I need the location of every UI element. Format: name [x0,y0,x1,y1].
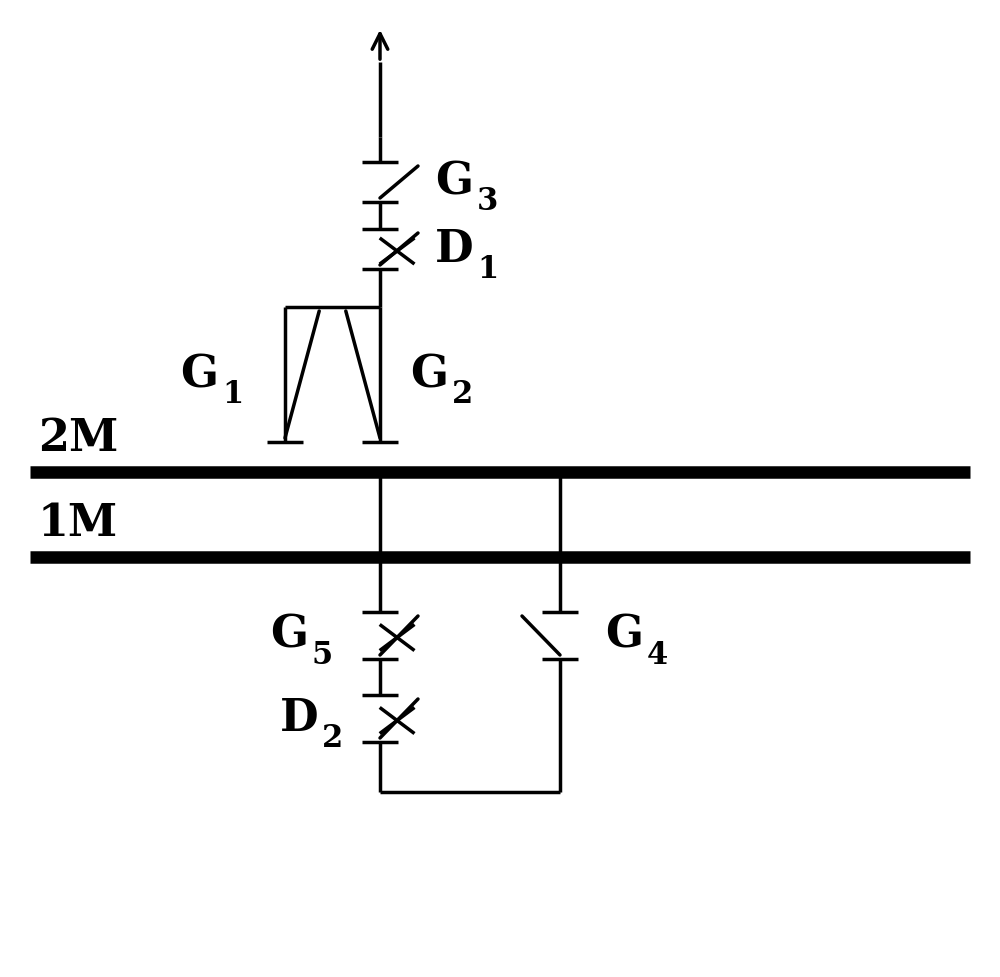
Text: 1: 1 [222,379,243,410]
Text: G: G [270,614,308,657]
Text: G: G [180,353,218,396]
Text: G: G [435,160,473,203]
Text: 2M: 2M [38,417,118,460]
Text: G: G [410,353,448,396]
Text: 2: 2 [452,379,473,410]
Text: 1: 1 [477,253,498,284]
Text: 4: 4 [647,640,668,671]
Text: 3: 3 [477,187,498,218]
Text: 5: 5 [312,640,333,671]
Text: 1M: 1M [38,502,118,545]
Text: D: D [435,228,474,271]
Text: D: D [280,697,319,740]
Text: G: G [605,614,643,657]
Text: 2: 2 [322,723,343,754]
